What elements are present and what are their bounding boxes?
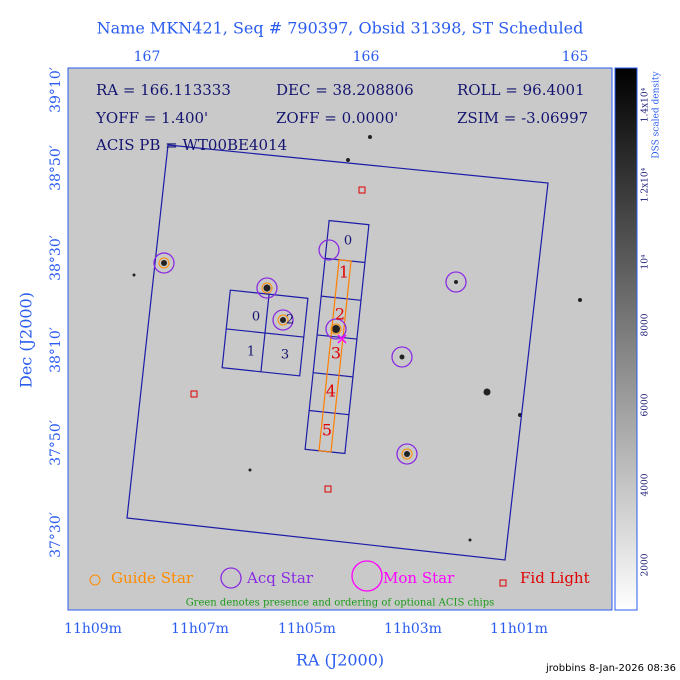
- left-tick-label: 38°10′: [48, 327, 64, 373]
- bottom-tick-label: 11h07m: [171, 621, 229, 637]
- legend-swatch: [220, 567, 242, 589]
- legend-label: Acq Star: [246, 569, 314, 587]
- legend-label: Guide Star: [111, 569, 194, 587]
- chip-label: 3: [331, 344, 341, 363]
- info: ZSIM = -3.06997: [457, 109, 588, 127]
- left-tick-label: 37°30′: [48, 512, 64, 558]
- left-tick-label: 38°50′: [48, 145, 64, 191]
- colorbar-tick-label: 10⁴: [641, 254, 651, 269]
- colorbar: [614, 67, 638, 611]
- title: Name MKN421, Seq # 790397, Obsid 31398, …: [97, 19, 584, 38]
- footer: jrobbins 8-Jan-2026 08:36: [545, 663, 676, 674]
- chip-label: 2: [286, 313, 294, 328]
- colorbar-tick-label: 1.2x10⁴: [641, 167, 651, 202]
- chip-label: 1: [339, 263, 349, 282]
- stars: [132, 135, 582, 542]
- colorbar-label: DSS scaled density: [652, 70, 662, 158]
- legend-swatch: [499, 579, 507, 587]
- note: Green denotes presence and ordering of o…: [186, 598, 495, 609]
- legend-swatch: [89, 574, 101, 586]
- legend-label: Mon Star: [383, 569, 455, 587]
- colorbar-tick-label: 2000: [641, 553, 651, 576]
- acis-s: [304, 219, 370, 455]
- bottom-tick-label: 11h03m: [384, 621, 442, 637]
- field-of-view: [126, 144, 549, 561]
- info: RA = 166.113333: [96, 81, 231, 99]
- info: DEC = 38.208806: [276, 81, 414, 99]
- bottom-tick-label: 11h01m: [490, 621, 548, 637]
- acis-i: [221, 289, 309, 377]
- chip-label: 2: [335, 305, 345, 324]
- sky-image: [67, 67, 613, 611]
- chip-label: 1: [247, 345, 255, 360]
- x-axis-label: RA (J2000): [296, 651, 384, 670]
- legend-label: Fid Light: [520, 569, 590, 587]
- colorbar-tick-label: 8000: [641, 313, 651, 336]
- top-tick-label: 167: [134, 49, 161, 65]
- markers: [153, 186, 467, 493]
- y-axis-label: Dec (J2000): [17, 292, 36, 388]
- colorbar-tick-label: 4000: [641, 473, 651, 496]
- info: YOFF = 1.400': [95, 109, 208, 127]
- bottom-tick-label: 11h05m: [278, 621, 336, 637]
- left-tick-label: 38°30′: [48, 235, 64, 281]
- left-tick-label: 37°50′: [48, 420, 64, 466]
- left-tick-label: 39°10′: [48, 67, 64, 113]
- legend-swatch: [351, 560, 383, 592]
- top-tick-label: 166: [353, 49, 380, 65]
- info: ROLL = 96.4001: [457, 81, 585, 99]
- info: ACIS PB = WT00BE4014: [95, 136, 287, 154]
- chip-label: 5: [322, 421, 332, 440]
- colorbar-tick-label: 1.4x10⁴: [641, 87, 651, 122]
- chip-label: 0: [252, 310, 260, 325]
- bottom-tick-label: 11h09m: [64, 621, 122, 637]
- top-tick-label: 165: [562, 49, 589, 65]
- info: ZOFF = 0.0000': [276, 109, 398, 127]
- chip-label: 3: [281, 348, 289, 363]
- chip-label: 0: [344, 234, 352, 249]
- chip-label: 4: [326, 382, 336, 401]
- colorbar-tick-label: 6000: [641, 393, 651, 416]
